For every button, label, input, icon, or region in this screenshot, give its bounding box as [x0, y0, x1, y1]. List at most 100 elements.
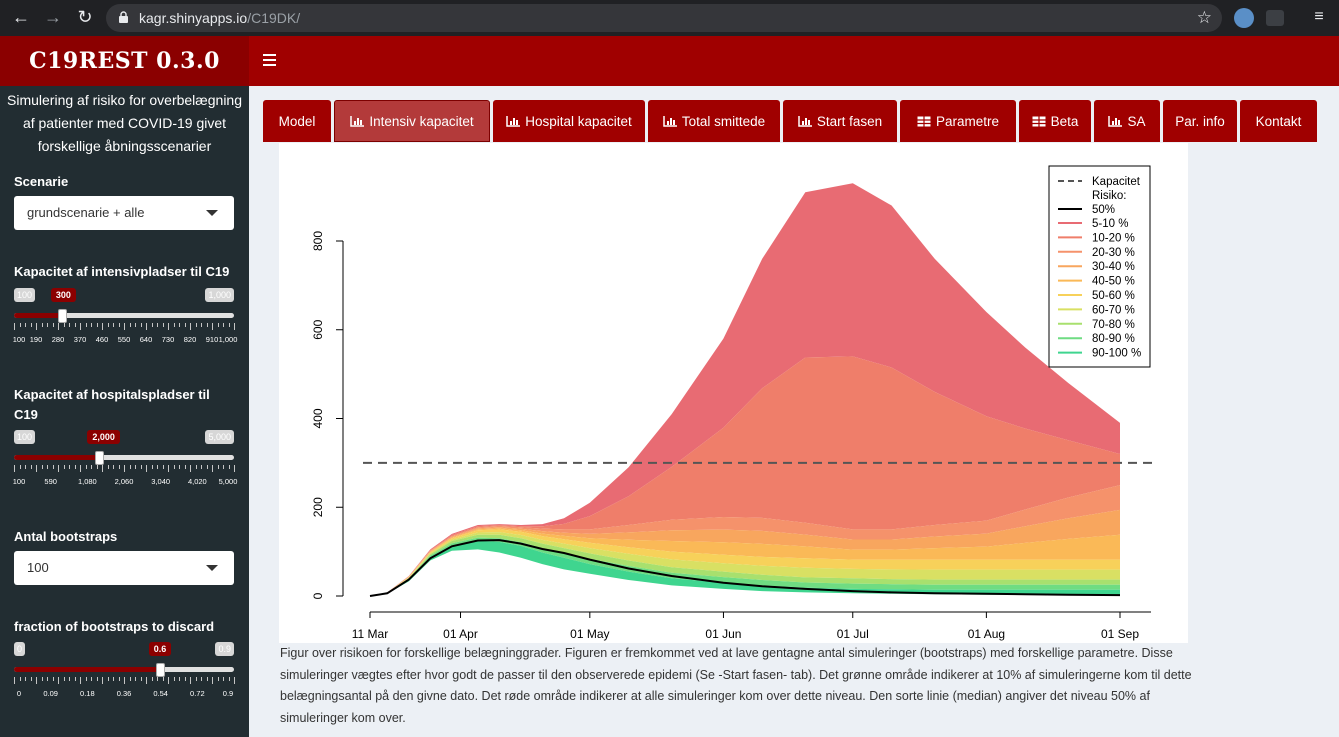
- extension-icon[interactable]: [1234, 8, 1254, 28]
- slider-tick: [195, 677, 197, 681]
- slider-tick: [69, 677, 70, 681]
- legend-capacity-label: Kapacitet: [1092, 176, 1141, 188]
- slider-fill: [14, 455, 100, 460]
- tab-par-info[interactable]: Par. info: [1163, 100, 1237, 142]
- slider-tick-label: 0.36: [116, 689, 132, 698]
- y-tick-label: 400: [311, 408, 325, 428]
- sidebar-toggle-icon[interactable]: [263, 54, 276, 66]
- slider-tick: [124, 323, 125, 330]
- bootstraps-value: 100: [27, 560, 49, 575]
- slider-tick: [140, 465, 142, 469]
- slider-tick: [151, 677, 153, 681]
- x-tick-label: 01 Jul: [837, 627, 869, 641]
- slider-tick: [36, 323, 37, 330]
- slider-tick: [47, 323, 48, 327]
- slider-tick: [91, 465, 92, 469]
- menu-icon[interactable]: ≡: [1314, 8, 1324, 25]
- tab-beta[interactable]: Beta: [1019, 100, 1091, 142]
- legend-band-label: 90-100 %: [1092, 348, 1141, 360]
- slider-tick: [85, 465, 87, 469]
- legend-band-label: 60-70 %: [1092, 304, 1135, 316]
- tab-hospital-kapacitet[interactable]: Hospital kapacitet: [493, 100, 645, 142]
- discard-slider[interactable]: 0 0.9 0.6 0 0.09 0.18 0.36 0.54 0.72 0.9: [14, 642, 235, 702]
- tab-parametre[interactable]: Parametre: [900, 100, 1016, 142]
- slider-min: 0: [14, 642, 26, 656]
- tab-label: Start fasen: [816, 113, 883, 129]
- slider-ticks: [14, 465, 235, 473]
- bar-chart-icon: [506, 115, 521, 127]
- slider-tick: [234, 677, 235, 684]
- slider-tick: [58, 677, 59, 684]
- slider-tick-label: 910: [205, 335, 219, 344]
- slider-tick: [151, 323, 153, 327]
- slider-tick-label: 0: [16, 689, 22, 698]
- slider-tick: [107, 465, 109, 469]
- slider-tick: [30, 677, 32, 681]
- slider-tick-label: 0.18: [80, 689, 95, 698]
- slider-fill: [14, 667, 161, 672]
- slider-tick: [107, 677, 109, 681]
- slider-tick-label: 730: [161, 335, 175, 344]
- slider-track[interactable]: [14, 455, 234, 460]
- slider-tick: [80, 677, 81, 684]
- legend-median-label: 50%: [1092, 204, 1115, 216]
- table-icon: [1032, 116, 1046, 126]
- tab-kontakt[interactable]: Kontakt: [1240, 100, 1317, 142]
- y-tick-label: 200: [311, 497, 325, 517]
- slider-ticks: [14, 323, 235, 331]
- address-bar[interactable]: kagr.shinyapps.io/C19DK/ ☆: [106, 4, 1222, 32]
- forward-icon[interactable]: →: [44, 6, 62, 27]
- slider-handle[interactable]: [94, 451, 104, 465]
- slider-max: 1,000: [205, 288, 234, 302]
- profile-icon[interactable]: [1266, 10, 1284, 26]
- tab-total-smittede[interactable]: Total smittede: [648, 100, 780, 142]
- slider-tick: [25, 323, 26, 327]
- slider-tick: [179, 323, 180, 327]
- tab-start-fasen[interactable]: Start fasen: [783, 100, 897, 142]
- slider-tick: [107, 323, 109, 327]
- slider-tick: [212, 465, 213, 472]
- tab-model[interactable]: Model: [263, 100, 331, 142]
- bookmark-star-icon[interactable]: ☆: [1196, 8, 1212, 27]
- bootstraps-select[interactable]: 100: [14, 551, 234, 585]
- hospital-capacity-slider[interactable]: 100 5,000 2,000 100 590 1,080 2,060 3,040 4,0…: [13, 430, 237, 490]
- slider-tick: [69, 465, 70, 469]
- slider-tick: [146, 677, 147, 684]
- slider-tick-labels: 0 0.09 0.18 0.36 0.54 0.72 0.9: [14, 689, 234, 701]
- slider-tick: [74, 677, 76, 681]
- figure-caption: Figur over risikoen for forskellige belæ…: [280, 646, 1192, 725]
- tab-intensiv-kapacitet[interactable]: Intensiv kapacitet: [334, 100, 490, 142]
- tab-label: Model: [278, 113, 316, 129]
- slider-tick: [25, 465, 26, 469]
- tab-sa[interactable]: SA: [1094, 100, 1160, 142]
- slider-tick: [63, 465, 65, 469]
- slider-tick: [195, 465, 197, 469]
- risk-band-70-80: [370, 534, 1120, 596]
- slider-tick: [91, 677, 92, 681]
- scenario-select[interactable]: grundscenarie + alle: [14, 196, 234, 230]
- slider-tick: [118, 465, 120, 469]
- slider-track[interactable]: [14, 313, 234, 318]
- slider-tick: [80, 465, 81, 472]
- slider-handle[interactable]: [58, 309, 68, 323]
- slider-tick: [96, 677, 98, 681]
- slider-tick: [14, 677, 15, 684]
- tab-label: Hospital kapacitet: [525, 113, 632, 129]
- slider-max: 5,000: [205, 430, 234, 444]
- slider-tick: [91, 323, 92, 327]
- slider-tick: [129, 323, 131, 327]
- slider-max: 0.9: [215, 642, 234, 656]
- slider-tick-label: 550: [117, 335, 131, 344]
- slider-tick: [25, 677, 26, 681]
- icu-capacity-label: Kapacitet af intensivpladser til C19: [14, 264, 230, 279]
- back-icon[interactable]: ←: [12, 6, 30, 27]
- slider-tick: [63, 323, 65, 327]
- slider-tick: [30, 465, 32, 469]
- reload-icon[interactable]: ↻: [77, 6, 93, 27]
- slider-tick: [217, 465, 219, 469]
- slider-tick: [201, 323, 202, 327]
- icu-capacity-slider[interactable]: 100 1,000 300 100 190 280 370 460 550 640 730 82…: [13, 288, 237, 348]
- slider-handle[interactable]: [156, 663, 166, 677]
- slider-tick: [168, 323, 169, 330]
- legend-band-label: 5-10 %: [1092, 218, 1128, 230]
